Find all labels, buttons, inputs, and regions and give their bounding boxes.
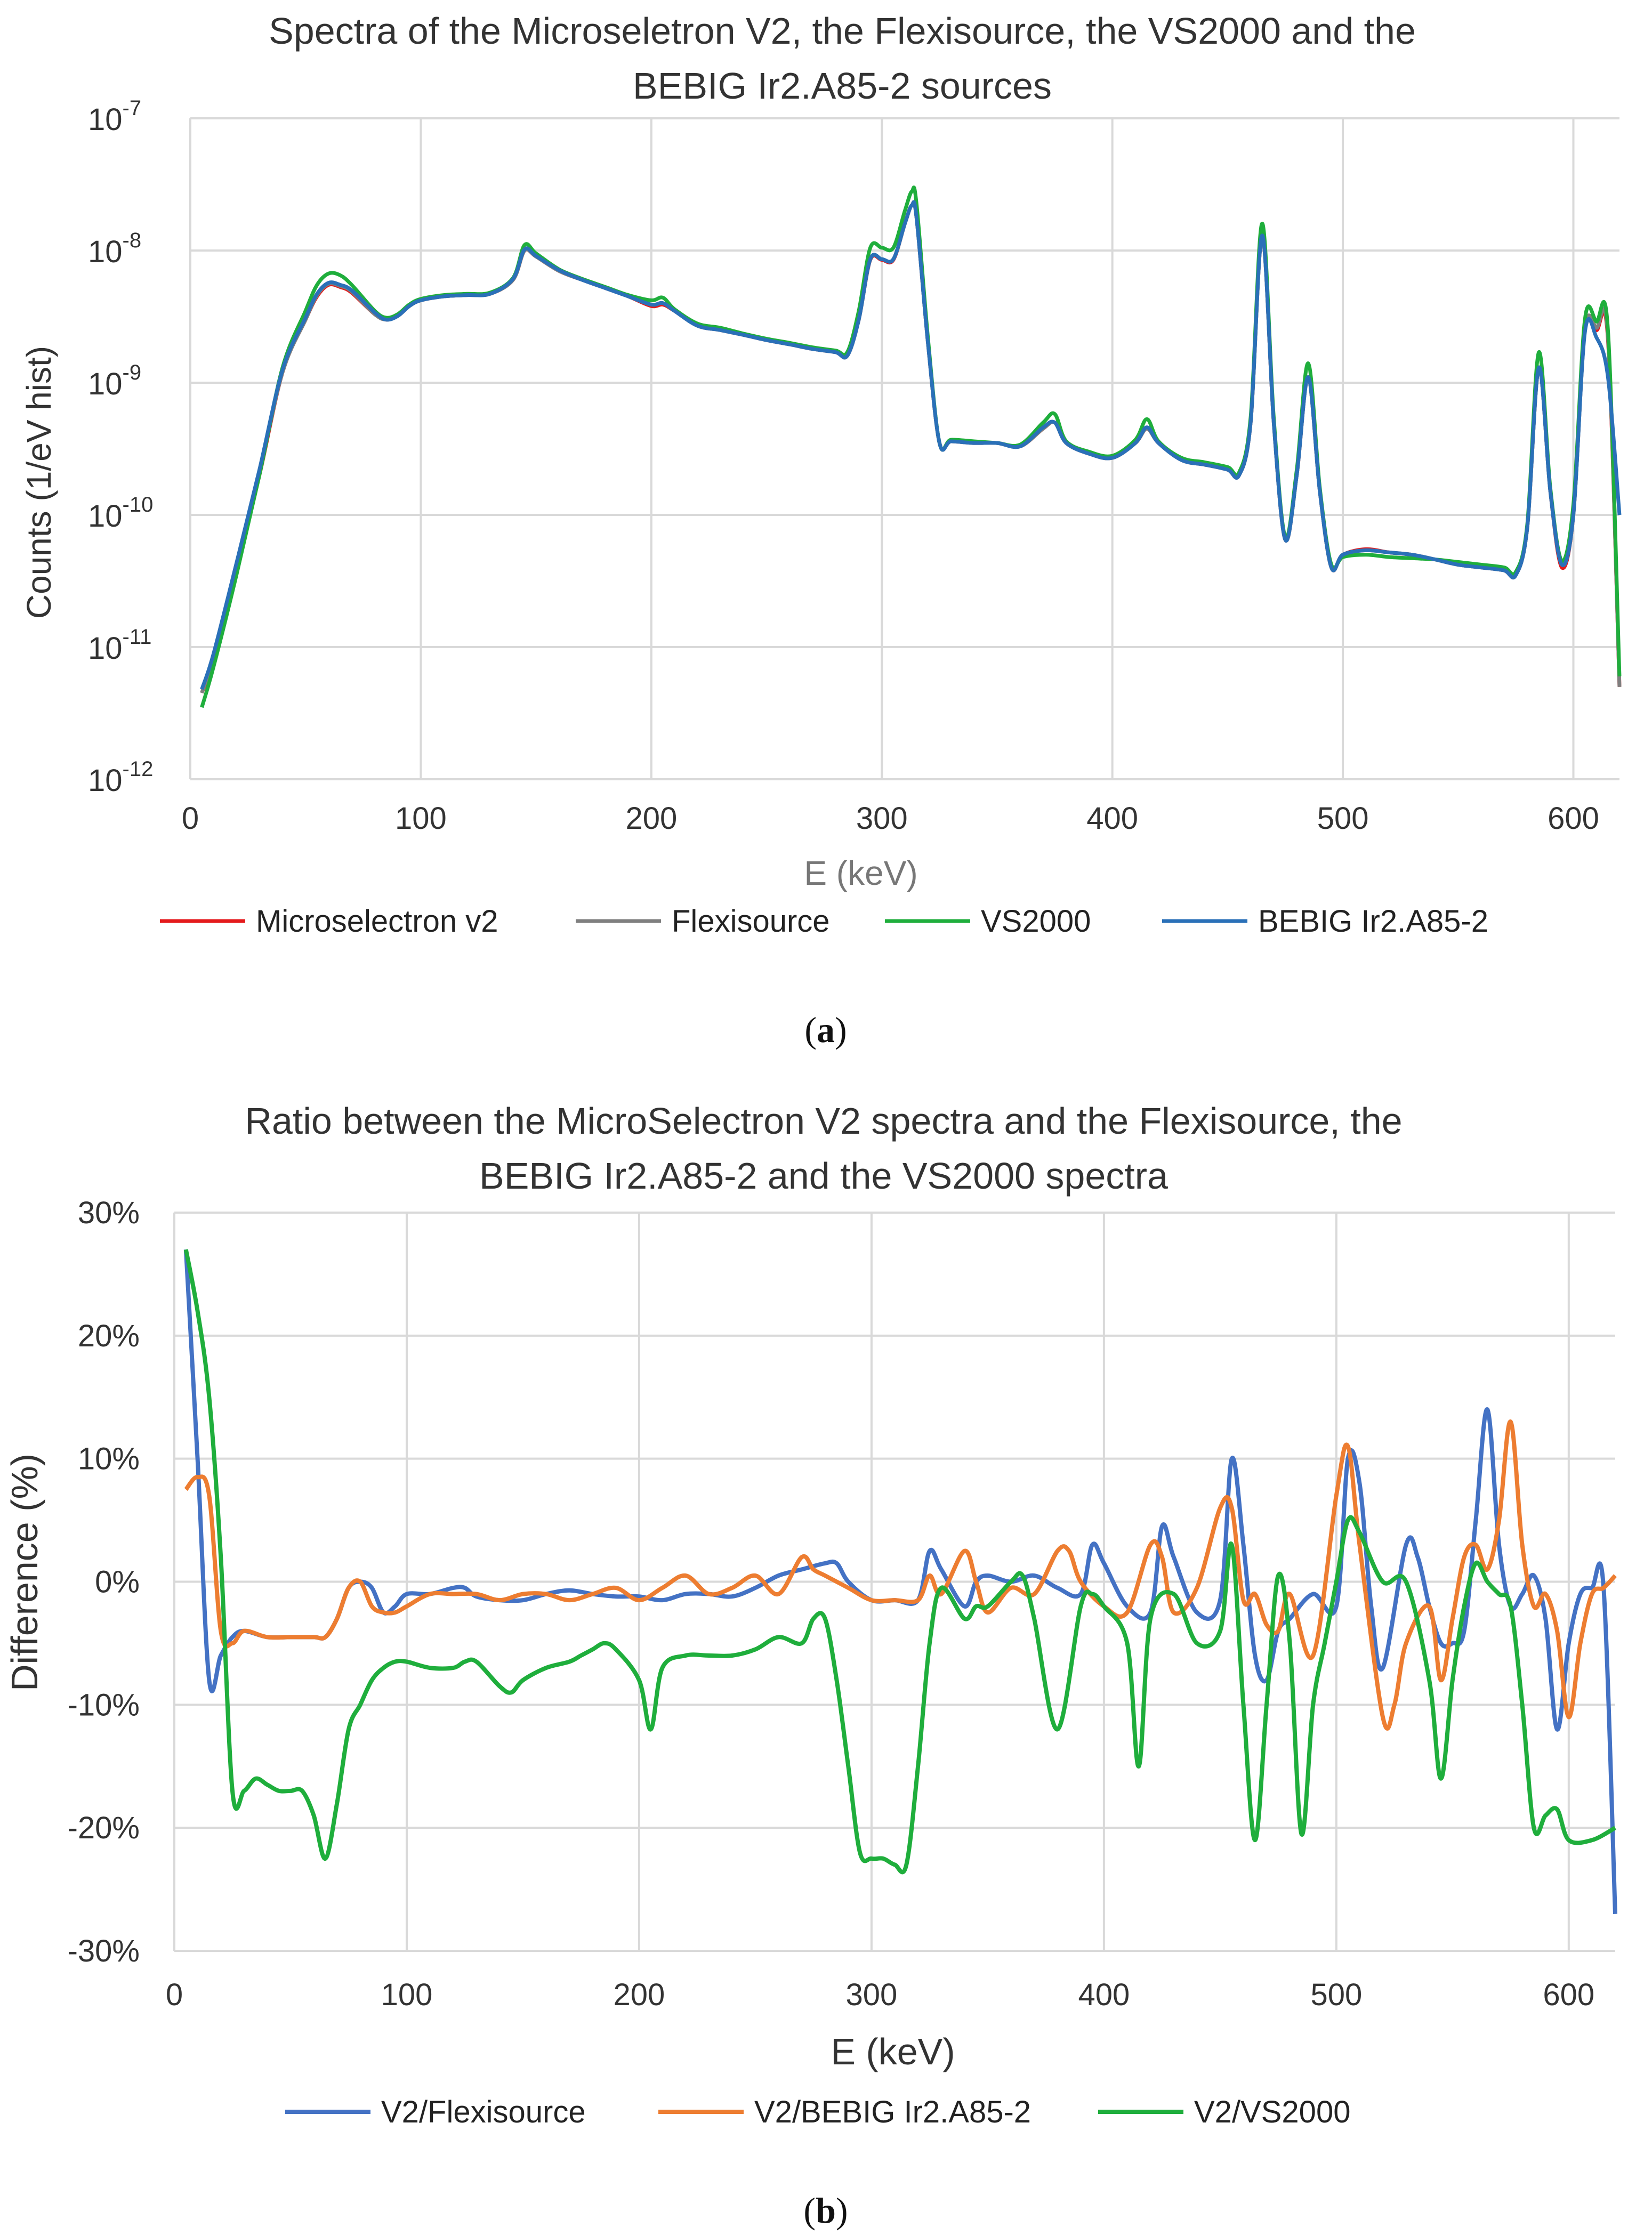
chart-b-y-tick-label: 0% xyxy=(95,1565,140,1600)
chart-b-series-v2-vs2000 xyxy=(183,1249,1616,1875)
chart-b-y-tick-label: 20% xyxy=(78,1319,140,1353)
chart-b-series-lines xyxy=(183,1249,1617,1914)
chart-a-y-tick-label: 10-11 xyxy=(88,625,151,666)
chart-b-legend-item-v2-flexisource: V2/Flexisource xyxy=(285,2095,586,2129)
chart-b-x-tick-label: 600 xyxy=(1543,1977,1594,2012)
chart-a-y-tick-base: 10 xyxy=(88,235,123,269)
chart-a-y-tick-label: 10-12 xyxy=(88,757,153,798)
chart-a-y-tick-label: 10-8 xyxy=(88,229,141,269)
chart-b-gridlines xyxy=(173,1212,1615,1952)
chart-a-y-tick-base: 10 xyxy=(88,631,123,666)
chart-b-x-tick-label: 0 xyxy=(166,1977,183,2012)
chart-b-x-tick-label: 500 xyxy=(1310,1977,1362,2012)
chart-a-y-tick-base: 10 xyxy=(88,102,123,137)
chart-a-y-tick-base: 10 xyxy=(88,763,123,798)
chart-a-x-tick-label: 300 xyxy=(856,801,908,836)
chart-b-title-line1: Ratio between the MicroSelectron V2 spec… xyxy=(245,1100,1402,1142)
chart-a-y-tick-base: 10 xyxy=(88,367,123,401)
chart-a-legend-label: Flexisource xyxy=(672,904,830,939)
chart-b-y-axis-label: Difference (%) xyxy=(4,1454,45,1691)
chart-b-legend-label: V2/BEBIG Ir2.A85-2 xyxy=(754,2095,1031,2129)
chart-a-legend-label: BEBIG Ir2.A85-2 xyxy=(1258,904,1488,939)
chart-a-legend: Microselectron v2 Flexisource VS2000 BEBIG … xyxy=(160,904,1488,939)
chart-a-caption-letter: a xyxy=(817,1010,835,1050)
chart-a-series-lines xyxy=(200,185,1622,708)
chart-a-y-tick-label: 10-10 xyxy=(88,493,153,534)
chart-b-x-tick-label: 100 xyxy=(381,1977,433,2012)
chart-a-gridlines xyxy=(189,117,1619,780)
chart-a-x-tick-label: 500 xyxy=(1317,801,1369,836)
chart-b-x-axis-label: E (keV) xyxy=(831,2031,955,2072)
chart-b-legend: V2/Flexisource V2/BEBIG Ir2.A85-2 V2/VS200… xyxy=(285,2095,1350,2129)
chart-a: Spectra of the Microseletron V2, the Fle… xyxy=(20,10,1622,1050)
chart-b-y-tick-label: -30% xyxy=(68,1934,140,1968)
chart-b-x-tick-label: 200 xyxy=(614,1977,665,2012)
chart-a-legend-item-bebig-ir2-a85-2: BEBIG Ir2.A85-2 xyxy=(1162,904,1488,939)
chart-a-y-tick-exp: -9 xyxy=(123,361,142,384)
chart-a-series-vs2000 xyxy=(200,185,1622,708)
chart-b-y-tick-labels: -30% -20% -10% 0% 10% 20% 30% xyxy=(68,1196,140,1968)
chart-a-title-line2: BEBIG Ir2.A85-2 sources xyxy=(633,65,1052,107)
chart-b-x-tick-label: 400 xyxy=(1078,1977,1130,2012)
chart-a-x-tick-labels: 0 100 200 300 400 500 600 xyxy=(182,801,1599,836)
chart-a-y-tick-exp: -10 xyxy=(123,493,154,516)
chart-a-series-bebig-ir2-a85-2 xyxy=(200,200,1622,690)
chart-b-title-line2: BEBIG Ir2.A85-2 and the VS2000 spectra xyxy=(479,1155,1168,1197)
chart-a-legend-item-flexisource: Flexisource xyxy=(576,904,830,939)
chart-a-series-microselectron-v2 xyxy=(200,200,1622,694)
chart-b: Ratio between the MicroSelectron V2 spec… xyxy=(4,1100,1617,2231)
chart-b-legend-label: V2/VS2000 xyxy=(1194,2095,1350,2129)
chart-b-x-tick-label: 300 xyxy=(846,1977,898,2012)
chart-b-x-tick-labels: 0 100 200 300 400 500 600 xyxy=(166,1977,1594,2012)
chart-b-series-v2-flexisource xyxy=(183,1249,1617,1914)
chart-a-y-tick-label: 10-9 xyxy=(88,361,141,401)
chart-b-caption: (b) xyxy=(803,2190,848,2231)
chart-a-legend-item-microselectron-v2: Microselectron v2 xyxy=(160,904,498,939)
chart-b-y-tick-label: -20% xyxy=(68,1811,140,1845)
chart-a-x-axis-label: E (keV) xyxy=(804,854,917,892)
chart-a-x-tick-label: 100 xyxy=(395,801,447,836)
chart-a-legend-item-vs2000: VS2000 xyxy=(885,904,1091,939)
chart-a-legend-label: Microselectron v2 xyxy=(256,904,498,939)
chart-a-legend-label: VS2000 xyxy=(981,904,1091,939)
chart-a-y-tick-exp: -8 xyxy=(123,229,142,252)
chart-a-title-line1: Spectra of the Microseletron V2, the Fle… xyxy=(269,10,1416,52)
chart-a-caption: (a) xyxy=(804,1010,847,1050)
chart-a-y-axis-label: Counts (1/eV hist) xyxy=(20,346,58,619)
chart-a-series-flexisource xyxy=(200,200,1622,694)
chart-a-x-tick-label: 200 xyxy=(625,801,677,836)
chart-b-y-tick-label: -10% xyxy=(68,1688,140,1722)
chart-b-legend-item-v2-vs2000: V2/VS2000 xyxy=(1098,2095,1350,2129)
chart-a-y-tick-label: 10-7 xyxy=(88,96,141,137)
chart-a-y-tick-exp: -7 xyxy=(123,96,142,120)
chart-a-y-tick-exp: -11 xyxy=(123,625,152,649)
chart-a-x-tick-label: 400 xyxy=(1086,801,1138,836)
chart-b-legend-label: V2/Flexisource xyxy=(381,2095,586,2129)
chart-b-series-v2-bebig-ir2-a85-2 xyxy=(184,1419,1617,1731)
chart-b-caption-letter: b xyxy=(816,2190,836,2231)
chart-b-y-tick-label: 10% xyxy=(78,1442,140,1476)
chart-a-y-tick-base: 10 xyxy=(88,499,123,534)
chart-b-y-tick-label: 30% xyxy=(78,1196,140,1230)
chart-a-y-tick-exp: -12 xyxy=(123,757,154,781)
chart-a-x-tick-label: 600 xyxy=(1548,801,1599,836)
chart-a-x-tick-label: 0 xyxy=(182,801,199,836)
chart-b-legend-item-v2-bebig-ir2-a85-2: V2/BEBIG Ir2.A85-2 xyxy=(658,2095,1031,2129)
